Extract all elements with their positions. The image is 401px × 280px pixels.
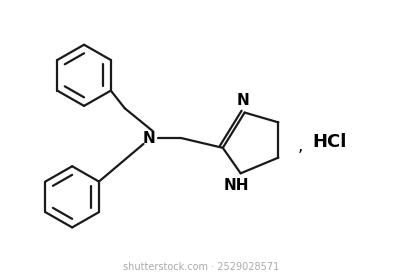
Text: N: N <box>236 93 248 108</box>
Text: NH: NH <box>223 178 249 193</box>
Text: shutterstock.com · 2529028571: shutterstock.com · 2529028571 <box>123 262 278 272</box>
Text: HCl: HCl <box>312 133 346 151</box>
Text: N: N <box>143 130 156 146</box>
Text: ,: , <box>297 137 302 155</box>
